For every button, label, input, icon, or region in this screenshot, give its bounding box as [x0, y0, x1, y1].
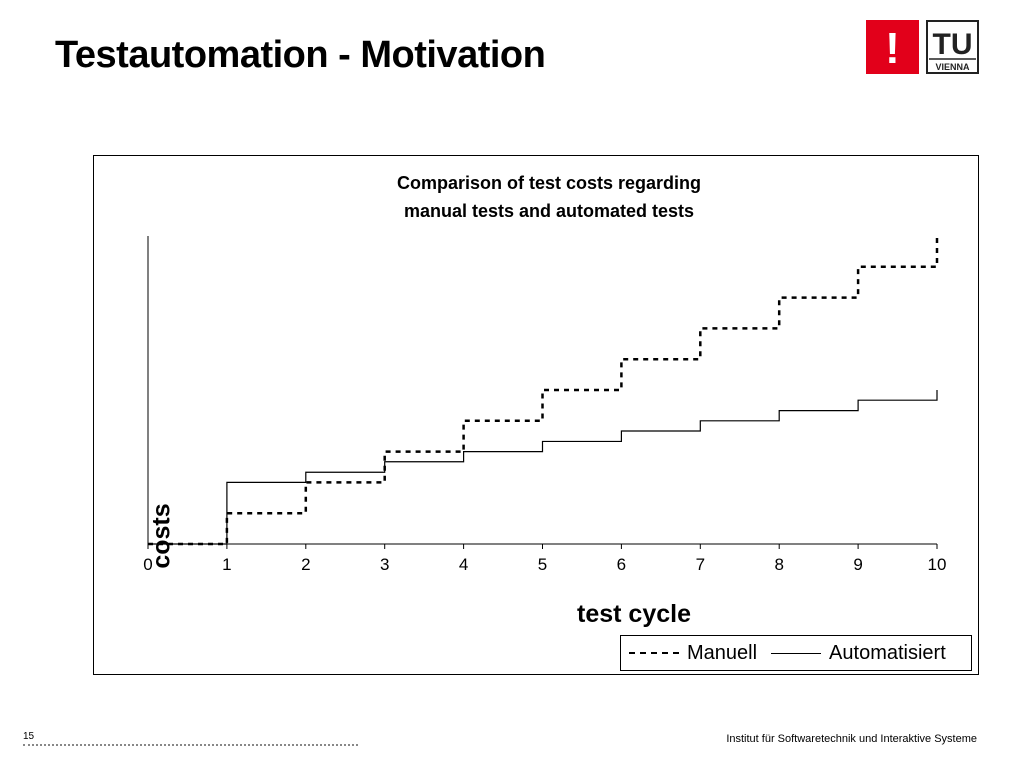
legend-label-manuell: Manuell	[687, 641, 758, 664]
chart-plot: 0 1 2 3 4 5 6 7 8 9 10	[143, 236, 947, 574]
x-tick-label: 8	[774, 555, 783, 574]
footer-dotted-rule	[23, 744, 358, 746]
slide-title: Testautomation - Motivation	[55, 34, 546, 76]
logo-tu-box	[926, 20, 979, 74]
x-tick-label: 6	[617, 555, 626, 574]
legend-item-manuell: Manuell	[621, 642, 757, 665]
legend-swatch-dashed	[629, 652, 679, 654]
x-tick-label: 5	[538, 555, 547, 574]
logo-red-badge	[866, 20, 919, 74]
logo-tu-text: TU	[933, 28, 973, 61]
page-number: 15	[23, 731, 35, 742]
x-axis-label: test cycle	[577, 600, 691, 628]
logo-vienna-text: VIENNA	[935, 62, 970, 72]
x-tick-label: 7	[696, 555, 705, 574]
x-tick-label: 3	[380, 555, 389, 574]
x-tick-label: 0	[143, 555, 152, 574]
legend-item-automatisiert: Automatisiert	[763, 642, 946, 665]
legend-label-automatisiert: Automatisiert	[829, 641, 946, 664]
legend-swatch-solid	[771, 652, 822, 654]
chart-frame: 0 1 2 3 4 5 6 7 8 9 10 Comparison of test costs re…	[93, 155, 979, 675]
tu-vienna-logo: ! TU VIENNA	[866, 20, 979, 74]
x-tick-label: 10	[928, 555, 947, 574]
series-line-manuell	[148, 236, 939, 546]
footer-institute: Institut für Softwaretechnik und Interak…	[726, 733, 977, 745]
y-axis-label: costs	[147, 503, 176, 569]
x-tick-label: 9	[853, 555, 862, 574]
series-line-automatisiert	[148, 390, 938, 545]
chart-title-line2: manual tests and automated tests	[403, 201, 695, 221]
x-tick-label: 1	[222, 555, 231, 574]
x-tick-label: 4	[459, 555, 468, 574]
chart-legend: Manuell Automatisiert	[620, 635, 972, 671]
x-tick-label: 2	[301, 555, 310, 574]
logo-badge-glyph: !	[885, 24, 900, 73]
chart-title-line1: Comparison of test costs regarding	[396, 173, 702, 193]
